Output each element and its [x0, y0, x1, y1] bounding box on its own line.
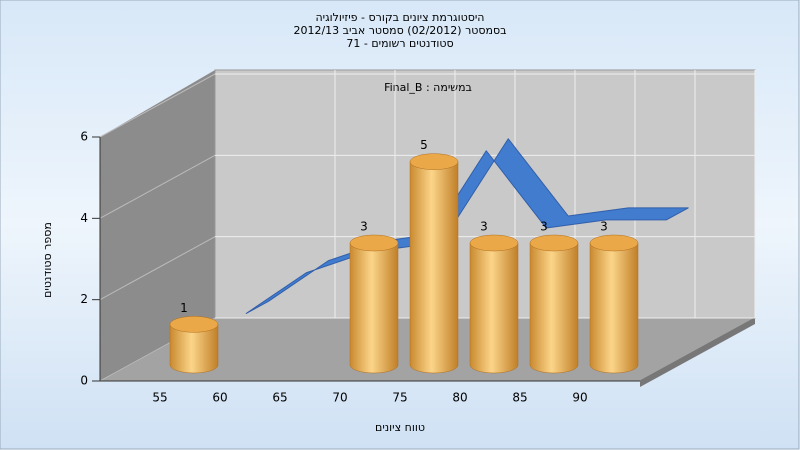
y-axis-label: מספר סטודנטים — [41, 222, 54, 298]
bar-body — [349, 242, 399, 374]
chart-subtitle: בסמסטר (02/2012) סמסטר אביב 2012/13 — [293, 24, 506, 37]
bar-body — [169, 324, 219, 374]
bar-body — [469, 242, 519, 374]
data-label: 5 — [420, 138, 428, 152]
x-tick-label: 65 — [272, 391, 287, 405]
data-label: 3 — [360, 220, 368, 234]
bar: 3 — [349, 220, 399, 374]
x-tick-label: 70 — [332, 391, 347, 405]
bar: 1 — [169, 301, 219, 374]
bar-body — [409, 161, 459, 374]
bar-top — [169, 316, 219, 333]
grid-line — [99, 154, 216, 219]
y-tick-label: 6 — [80, 130, 88, 144]
x-tick-label: 90 — [572, 391, 587, 405]
x-tick-label: 55 — [152, 391, 167, 405]
bar-top — [349, 234, 399, 252]
plot: 0 2 4 6 55 60 65 70 75 80 85 90 1 3 5 3 3 3 — [80, 70, 756, 405]
annotation: במשימה : Final_B — [384, 81, 472, 94]
grid-line — [99, 236, 216, 301]
chart-title: היסטוגרמת ציונים בקורס - פיזיולוגיה — [316, 11, 485, 24]
left-wall — [100, 70, 215, 381]
bar-top — [469, 234, 519, 252]
bar-top — [589, 234, 639, 252]
x-axis-label: טווח ציונים — [375, 421, 425, 434]
y-tick-label: 2 — [80, 292, 88, 306]
data-label: 3 — [540, 220, 548, 234]
bar-top — [409, 153, 459, 170]
bar: 5 — [409, 138, 459, 374]
bar: 3 — [529, 220, 579, 374]
bar-top — [529, 234, 579, 252]
bar: 3 — [589, 220, 639, 374]
bar-body — [529, 242, 579, 374]
chart-subtitle: סטודנטים רשומים - 71 — [346, 37, 453, 50]
data-label: 3 — [480, 220, 488, 234]
floor-edge — [640, 318, 755, 387]
y-tick-label: 0 — [80, 374, 88, 388]
data-label: 3 — [600, 220, 608, 234]
y-tick-label: 4 — [80, 211, 88, 225]
x-tick-label: 60 — [212, 391, 227, 405]
x-tick-label: 80 — [452, 391, 467, 405]
grid-line — [99, 73, 216, 138]
bar-body — [589, 242, 639, 374]
x-tick-label: 75 — [392, 391, 407, 405]
x-tick-label: 85 — [512, 391, 527, 405]
data-label: 1 — [180, 301, 188, 315]
bar: 3 — [469, 220, 519, 374]
